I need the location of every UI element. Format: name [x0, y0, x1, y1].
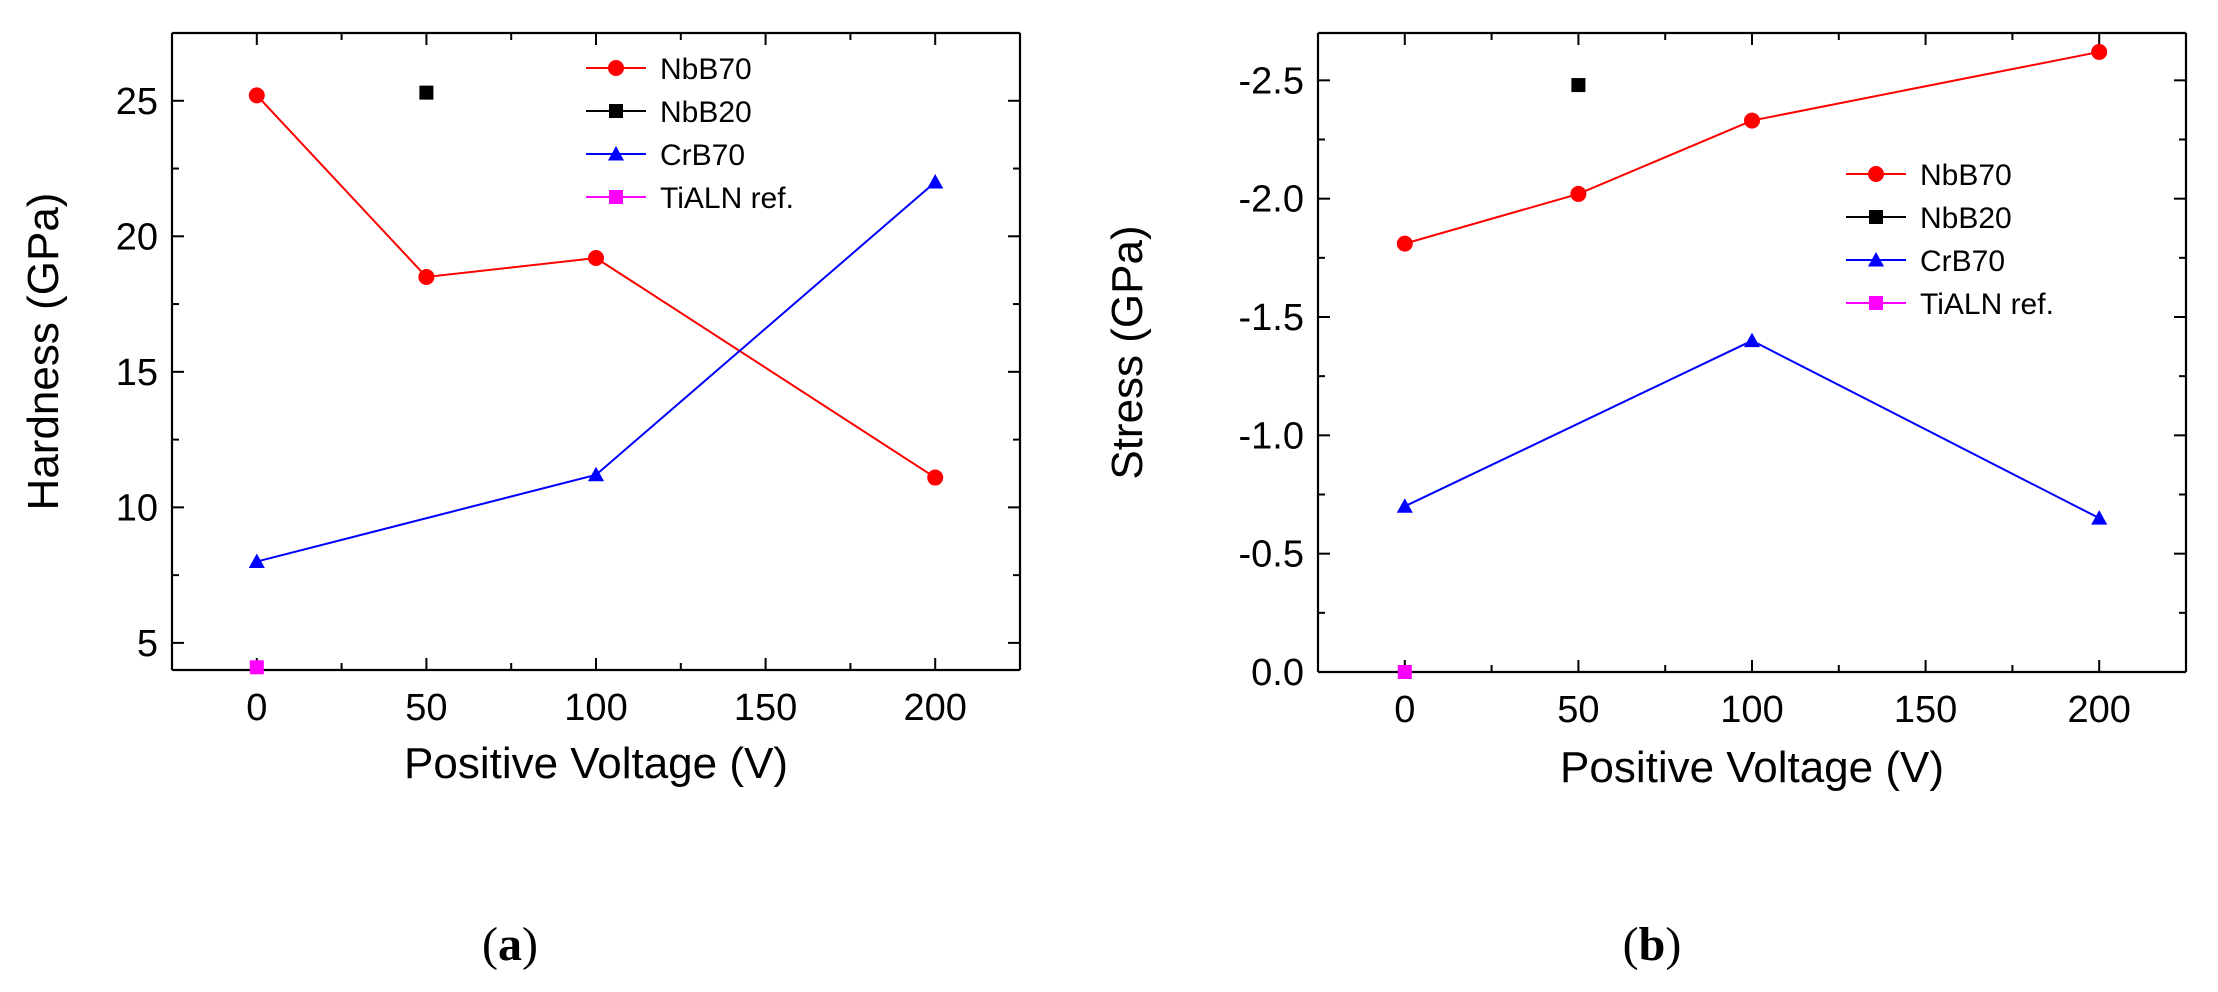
y-ticks: 0.0 -0.5 -1.0 -1.5 -2.0 -2.5	[1239, 60, 2186, 694]
series-tialn-ref	[1397, 665, 1412, 679]
legend-label: CrB70	[1920, 245, 2005, 278]
axes-frame	[170, 31, 1022, 672]
data-point	[1397, 665, 1412, 679]
y-tick-label: -1.0	[1239, 415, 1304, 457]
legend-label: CrB70	[660, 139, 745, 172]
series-line	[1404, 339, 2100, 520]
legend-marker	[1868, 166, 1884, 182]
data-point	[419, 85, 434, 100]
legend-item: TiALN ref.	[586, 182, 794, 215]
data-point	[2091, 43, 2108, 60]
x-tick-label: 200	[2067, 689, 2130, 731]
legend-marker	[1867, 251, 1885, 267]
series-nbb70	[1396, 43, 2108, 252]
y-tick-label: 5	[137, 623, 158, 665]
legend-item: CrB70	[1846, 245, 2005, 278]
data-point	[588, 249, 604, 266]
series-nbb20	[419, 85, 434, 100]
legend-item: CrB70	[586, 139, 745, 172]
legend-marker	[608, 60, 624, 76]
x-axis-title: Positive Voltage (V)	[404, 739, 788, 788]
x-ticks: 0 50 100 150 200	[1317, 33, 2187, 731]
legend-label: NbB20	[660, 96, 752, 129]
series-line	[1404, 50, 2100, 245]
legend-marker	[609, 104, 623, 118]
y-tick-label: 25	[116, 81, 158, 123]
legend-marker	[1869, 296, 1883, 310]
x-axis-title: Positive Voltage (V)	[1560, 743, 1944, 792]
y-tick-label: -2.0	[1239, 179, 1304, 221]
legend-label: TiALN ref.	[660, 182, 794, 215]
series-crb70	[248, 174, 944, 569]
data-point	[1396, 498, 1413, 513]
panel-label: (a)	[482, 918, 538, 971]
data-point	[1744, 112, 1760, 129]
legend-marker	[607, 145, 625, 161]
x-tick-label: 100	[564, 687, 627, 729]
legend-marker	[1869, 210, 1883, 224]
panel-label: (b)	[1623, 918, 1682, 971]
series-crb70	[1396, 332, 2108, 525]
legend-label: NbB20	[1920, 202, 2012, 235]
data-point	[587, 466, 605, 482]
data-point	[248, 87, 265, 104]
series-line	[256, 94, 936, 479]
legend: NbB70 NbB20 CrB70 TiALN ref.	[1846, 159, 2054, 321]
y-tick-label: -2.5	[1239, 60, 1304, 102]
y-axis-title: Hardness (GPa)	[19, 193, 68, 511]
x-tick-label: 200	[903, 687, 966, 729]
series-line	[256, 181, 936, 563]
y-tick-label: 20	[116, 216, 158, 258]
axes-frame	[1316, 31, 2188, 674]
y-axis-title: Stress (GPa)	[1103, 225, 1152, 479]
x-tick-label: 0	[1394, 689, 1415, 731]
data-point	[1570, 185, 1587, 202]
x-tick-label: 100	[1720, 689, 1783, 731]
x-tick-label: 0	[246, 687, 267, 729]
chart-stress: 0 50 100 150 200 0.0 -0.5 -1.0 -1.5 -2.0 -2.5 Posit…	[1103, 31, 2188, 971]
y-tick-label: 10	[116, 487, 158, 529]
x-ticks: 0 50 100 150 200	[171, 33, 1021, 729]
y-tick-label: 0.0	[1251, 652, 1304, 694]
legend-item: NbB20	[586, 96, 752, 129]
legend: NbB70 NbB20 CrB70 TiALN ref.	[586, 53, 794, 215]
legend-item: NbB70	[1846, 159, 2012, 192]
data-point	[927, 174, 944, 189]
legend-label: NbB70	[660, 53, 752, 86]
data-point	[248, 553, 265, 569]
legend-label: TiALN ref.	[1920, 288, 2054, 321]
data-point	[418, 268, 435, 285]
series-tialn-ref	[249, 660, 264, 675]
legend-item: NbB20	[1846, 202, 2012, 235]
data-point	[249, 660, 264, 675]
series-nbb70	[248, 87, 944, 486]
data-point	[1571, 78, 1586, 93]
x-tick-label: 150	[734, 687, 797, 729]
x-tick-label: 50	[405, 687, 447, 729]
legend-item: NbB70	[586, 53, 752, 86]
y-tick-label: 15	[116, 352, 158, 394]
data-point	[1743, 332, 1761, 348]
data-point	[927, 469, 944, 486]
y-tick-label: -0.5	[1239, 534, 1304, 576]
legend-item: TiALN ref.	[1846, 288, 2054, 321]
y-tick-label: -1.5	[1239, 297, 1304, 339]
series-nbb20	[1571, 78, 1586, 93]
x-tick-label: 50	[1557, 689, 1599, 731]
chart-hardness: 0 50 100 150 200 5 10 15 20 25 Positive Voltage (V…	[19, 31, 1022, 971]
y-ticks: 5 10 15 20 25	[116, 32, 1020, 665]
data-point	[1396, 235, 1413, 252]
legend-label: NbB70	[1920, 159, 2012, 192]
legend-marker	[609, 190, 623, 204]
x-tick-label: 150	[1894, 689, 1957, 731]
data-point	[2091, 510, 2108, 525]
